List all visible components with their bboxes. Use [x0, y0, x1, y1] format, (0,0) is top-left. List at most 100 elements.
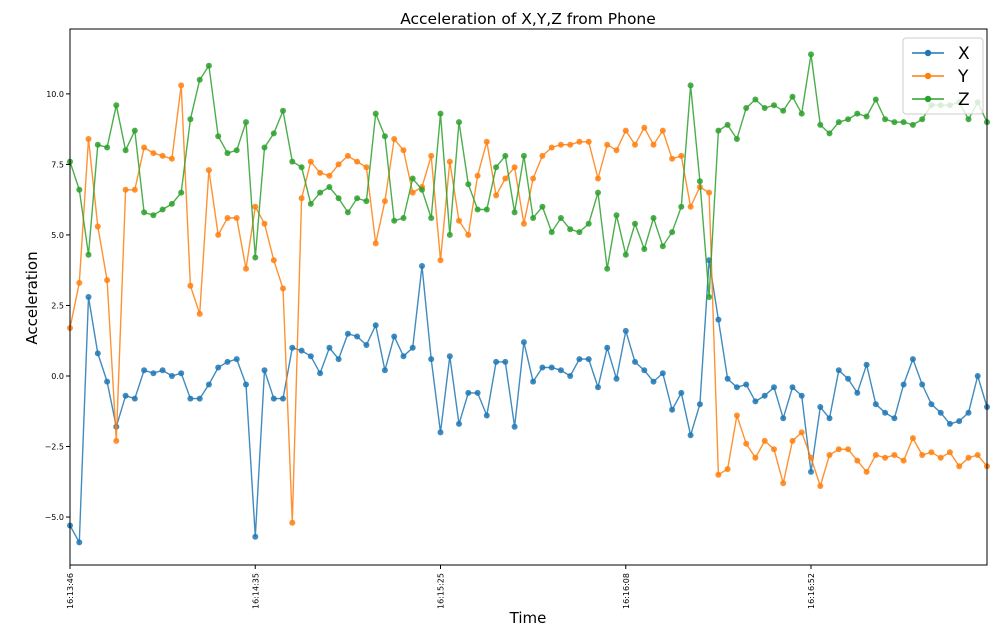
data-point — [205, 381, 212, 388]
data-point — [557, 141, 564, 148]
data-point — [817, 404, 824, 410]
data-point — [946, 420, 953, 427]
legend-entry-z: Z — [912, 90, 970, 110]
data-point — [696, 401, 703, 408]
x-tick-label: 16:15:25 — [437, 573, 446, 609]
data-point — [798, 110, 805, 117]
data-point — [168, 373, 175, 379]
x-axis-label: Time — [509, 609, 547, 627]
series-z — [67, 51, 990, 300]
data-point — [576, 356, 583, 363]
data-point — [141, 367, 148, 374]
data-point — [243, 119, 249, 126]
data-point — [567, 226, 574, 233]
data-point — [900, 457, 907, 464]
data-point — [863, 361, 870, 368]
data-point — [391, 333, 398, 340]
data-point — [798, 392, 805, 399]
data-point — [659, 370, 666, 377]
data-point — [576, 138, 583, 145]
legend-label: Y — [957, 67, 969, 87]
data-point — [243, 265, 249, 272]
data-point — [307, 353, 314, 360]
data-point — [567, 141, 574, 148]
series-layer — [67, 51, 990, 546]
data-point — [233, 147, 240, 154]
data-point — [456, 119, 462, 126]
data-point — [724, 466, 731, 473]
data-point — [381, 198, 388, 205]
data-point — [85, 294, 92, 300]
data-point — [604, 265, 611, 272]
data-point — [641, 367, 648, 374]
y-tick-label: 7.5 — [51, 160, 64, 169]
data-point — [122, 186, 129, 193]
data-point — [104, 277, 111, 284]
data-point — [937, 409, 944, 416]
data-point — [502, 152, 509, 159]
data-point — [928, 401, 935, 408]
data-point — [335, 161, 342, 168]
data-point — [94, 350, 101, 357]
data-point — [872, 96, 879, 103]
data-point — [678, 152, 685, 159]
data-point — [835, 446, 842, 453]
data-point — [715, 471, 722, 478]
data-point — [233, 215, 240, 221]
data-point — [530, 215, 537, 221]
data-point — [289, 344, 296, 351]
data-point — [900, 381, 907, 388]
data-point — [381, 133, 388, 140]
data-point — [243, 381, 249, 388]
data-point — [437, 257, 444, 264]
data-point — [937, 454, 944, 461]
x-axis: 16:13:46 16:14:35 16:15:25 16:16:08 16:16:52 — [66, 565, 816, 609]
data-point — [520, 220, 527, 227]
data-point — [261, 144, 268, 151]
data-point — [141, 209, 148, 216]
data-point — [771, 102, 777, 109]
data-point — [557, 367, 564, 374]
data-point — [622, 127, 629, 134]
data-point — [224, 150, 231, 157]
legend: XYZ — [902, 37, 984, 115]
data-point — [428, 215, 435, 221]
data-point — [872, 401, 879, 408]
plot-area — [67, 28, 990, 566]
data-point — [168, 200, 175, 207]
data-point — [465, 231, 472, 238]
data-point — [669, 155, 676, 162]
data-point — [335, 356, 342, 363]
data-point — [724, 375, 731, 382]
data-point — [752, 96, 759, 103]
data-point — [456, 420, 462, 427]
data-point — [511, 209, 518, 216]
data-point — [613, 375, 620, 382]
data-point — [650, 141, 657, 148]
series-line-z — [69, 54, 988, 298]
data-point — [493, 358, 500, 365]
data-point — [974, 373, 981, 379]
x-tick-label: 16:14:35 — [251, 573, 260, 609]
data-point — [428, 356, 435, 363]
data-point — [344, 330, 351, 337]
data-point — [817, 483, 824, 489]
data-point — [548, 229, 555, 236]
y-tick-label: −5.0 — [45, 513, 64, 522]
data-point — [178, 189, 185, 196]
data-point — [363, 342, 370, 348]
data-point — [835, 119, 842, 126]
chart-title: Acceleration of X,Y,Z from Phone — [400, 10, 656, 28]
data-point — [196, 395, 203, 402]
data-point — [946, 449, 953, 456]
data-point — [131, 186, 138, 193]
data-point — [493, 192, 500, 199]
y-tick-label: 10.0 — [46, 90, 64, 99]
data-point — [845, 116, 852, 123]
data-point — [150, 370, 157, 377]
data-point — [585, 220, 592, 227]
data-point — [465, 389, 472, 396]
data-point — [595, 175, 601, 182]
data-point — [789, 93, 796, 100]
data-point — [761, 437, 768, 444]
